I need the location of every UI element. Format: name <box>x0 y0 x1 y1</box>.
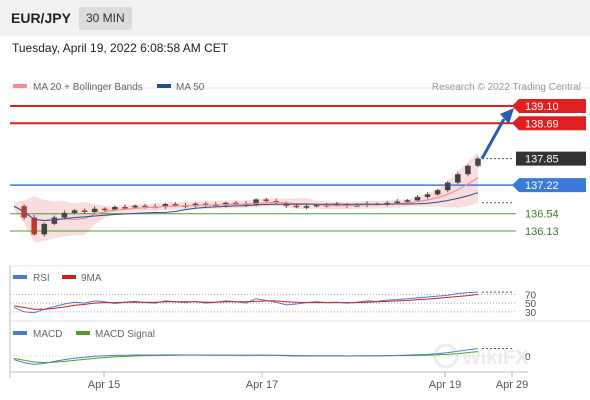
rsi-9ma-line <box>13 293 479 310</box>
current-price-tag <box>516 151 586 166</box>
ma50-line <box>13 192 479 221</box>
research-credit: Research © 2022 Trading Central <box>432 82 581 93</box>
resistance-tag <box>512 99 586 113</box>
level-label-pivot: 137.22 <box>525 180 559 192</box>
candle <box>81 208 88 215</box>
candle <box>455 171 461 184</box>
level-label-current: 137.85 <box>525 154 559 166</box>
level-label-resistance: 139.10 <box>525 101 559 113</box>
watermark-text: WikiFX <box>462 347 529 369</box>
candle <box>102 207 108 212</box>
candle <box>465 164 471 177</box>
x-tick-label: Apr 15 <box>88 379 120 391</box>
rsi-line <box>13 291 479 314</box>
candle <box>414 195 421 202</box>
x-tick-label: Apr 17 <box>246 379 278 391</box>
candle <box>384 200 390 207</box>
chart-header: EUR/JPY 30 MIN <box>0 0 590 36</box>
x-axis: Apr 15 Apr 17 Apr 19 Apr 29 <box>9 266 528 391</box>
x-tick-label: Apr 19 <box>429 379 461 391</box>
legend-label-macd: MACD <box>33 329 62 340</box>
chart-datetime: Tuesday, April 19, 2022 6:08:58 AM CET <box>12 41 229 55</box>
legend-label-macd-signal: MACD Signal <box>95 329 155 340</box>
candle <box>434 188 441 196</box>
x-ticks: Apr 15 Apr 17 Apr 19 Apr 29 <box>88 372 528 391</box>
projection-arrow-head <box>500 108 514 124</box>
rsi-tick-label: 70 <box>525 290 537 301</box>
projection-arrow-shaft <box>480 118 506 160</box>
legend-swatch-ma50 <box>157 84 171 88</box>
bollinger-bands <box>14 152 478 243</box>
price-panel: MA 20 + Bollinger Bands MA 50 Research ©… <box>10 82 590 243</box>
legend-swatch-macd <box>13 331 27 335</box>
candle <box>424 191 431 200</box>
resistance-tag <box>512 116 586 131</box>
rsi-tick-label: 50 <box>525 299 537 310</box>
rsi-tick-label: 30 <box>525 308 537 319</box>
price-legend: MA 20 + Bollinger Bands MA 50 <box>13 82 205 93</box>
ma20-line <box>13 177 479 222</box>
level-label-resistance: 138.69 <box>525 118 559 130</box>
legend-label-ma20: MA 20 + Bollinger Bands <box>33 82 143 93</box>
legend-swatch-macd-signal <box>76 331 90 335</box>
x-tick-label: Apr 29 <box>496 379 528 391</box>
legend-label-ma50: MA 50 <box>176 82 205 93</box>
level-label-support: 136.54 <box>525 209 559 221</box>
macd-tick-label: 0 <box>525 352 531 363</box>
legend-swatch-rsi <box>13 275 27 279</box>
legend-swatch-ma20 <box>13 84 27 88</box>
candle <box>71 209 78 215</box>
candle <box>444 180 451 193</box>
candle <box>61 210 68 220</box>
legend-swatch-9ma <box>62 275 76 279</box>
candle <box>41 222 48 237</box>
wikifx-watermark: WikiFX <box>433 343 529 369</box>
legend-label-9ma: 9MA <box>81 273 102 284</box>
macd-panel: MACD MACD Signal 0 <box>10 320 590 365</box>
candle <box>475 156 481 168</box>
symbol-label: EUR/JPY <box>11 10 71 26</box>
macd-lines: 0 <box>10 348 531 365</box>
candle <box>31 215 37 236</box>
candle <box>202 201 209 207</box>
price-levels: 139.10 138.69 137.85 137.22 136.54 136.13 <box>10 99 586 238</box>
pivot-tag <box>512 178 586 193</box>
projection-arrow <box>480 108 514 160</box>
moving-averages <box>13 177 479 222</box>
macd-line <box>13 348 479 365</box>
bollinger-area <box>14 152 478 243</box>
legend-label-rsi: RSI <box>33 273 50 284</box>
candle <box>91 206 98 214</box>
level-label-support: 136.13 <box>525 226 559 238</box>
timeframe-button[interactable]: 30 MIN <box>79 7 132 30</box>
